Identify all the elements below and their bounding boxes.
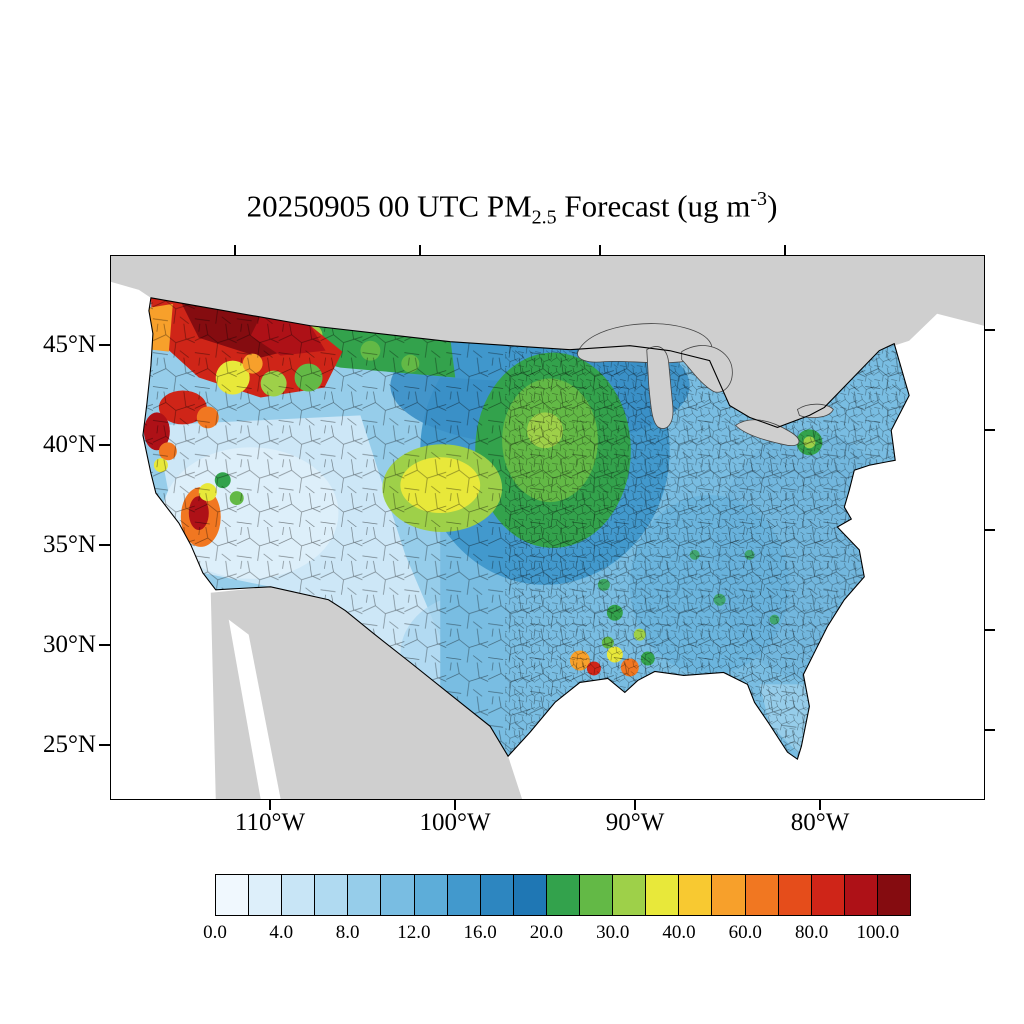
chart-title: 20250905 00 UTC PM2.5 Forecast (ug m-3) (0, 188, 1024, 230)
colorbar (215, 874, 911, 916)
colorbar-segment (249, 875, 283, 915)
us-outline (142, 297, 910, 761)
lat-label: 30°N (42, 631, 96, 658)
map-plot-area (110, 255, 985, 800)
lon-tick-bottom (454, 799, 456, 810)
colorbar-segment (778, 875, 812, 915)
colorbar-label: 8.0 (335, 922, 360, 943)
colorbar-label: 100.0 (856, 922, 900, 943)
colorbar-segment (381, 875, 415, 915)
colorbar-labels: 0.0 4.0 8.0 12.0 16.0 20.0 30.0 40.0 60.0 80.0 100… (203, 922, 911, 948)
title-text: 20250905 00 UTC PM (246, 188, 532, 224)
title-superscript: -3 (750, 188, 768, 210)
lat-tick-left (99, 444, 110, 446)
lat-tick-right (984, 629, 995, 631)
lon-label: 80°W (790, 809, 850, 836)
colorbar-segment (282, 875, 316, 915)
lon-tick-bottom (634, 799, 636, 810)
lat-label: 35°N (42, 531, 96, 558)
colorbar-segment (480, 875, 514, 915)
lat-tick-right (984, 529, 995, 531)
colorbar-segment (646, 875, 680, 915)
colorbar-label: 60.0 (728, 922, 762, 943)
colorbar-segment (712, 875, 746, 915)
lon-label: 90°W (605, 809, 665, 836)
colorbar-label: 16.0 (463, 922, 497, 943)
colorbar-label: 30.0 (596, 922, 630, 943)
title-text-3: ) (767, 188, 778, 224)
lat-tick-right (984, 729, 995, 731)
colorbar-segment (679, 875, 713, 915)
lon-tick-top (234, 245, 236, 256)
mexico-landmass (210, 586, 523, 799)
colorbar-segment (447, 875, 481, 915)
lon-tick-top (599, 245, 601, 256)
colorbar-segment (811, 875, 845, 915)
lat-tick-right (984, 329, 995, 331)
colorbar-segment (580, 875, 614, 915)
colorbar-segment (745, 875, 779, 915)
lon-tick-top (419, 245, 421, 256)
colorbar-segment (844, 875, 878, 915)
colorbar-segment (613, 875, 647, 915)
lat-tick-right (984, 429, 995, 431)
gulf-of-california (228, 619, 281, 799)
colorbar-segment (513, 875, 547, 915)
colorbar-segment (546, 875, 581, 915)
colorbar-label: 12.0 (397, 922, 431, 943)
colorbar-label: 40.0 (662, 922, 696, 943)
lat-tick-left (99, 344, 110, 346)
colorbar-segment (348, 875, 382, 915)
colorbar-segment (414, 875, 448, 915)
canada-landmass (111, 256, 984, 428)
lon-label: 110°W (234, 809, 306, 836)
lat-label: 45°N (42, 331, 96, 358)
colorbar-label: 80.0 (794, 922, 829, 943)
colorbar-segment (216, 875, 250, 915)
lon-tick-bottom (819, 799, 821, 810)
colorbar-label: 0.0 (203, 922, 227, 943)
colorbar-segment (877, 875, 910, 915)
colorbar-label: 4.0 (269, 922, 294, 943)
colorbar-segment (315, 875, 349, 915)
lat-label: 40°N (42, 431, 96, 458)
us-map (111, 256, 984, 799)
colorbar-label: 20.0 (529, 922, 564, 943)
lat-tick-left (99, 744, 110, 746)
lon-tick-bottom (269, 799, 271, 810)
lon-tick-top (784, 245, 786, 256)
lat-label: 25°N (42, 731, 96, 758)
lat-tick-left (99, 544, 110, 546)
title-text-2: Forecast (ug m (556, 188, 751, 224)
lon-label: 100°W (419, 809, 491, 836)
lat-tick-left (99, 644, 110, 646)
title-subscript: 2.5 (531, 206, 557, 229)
